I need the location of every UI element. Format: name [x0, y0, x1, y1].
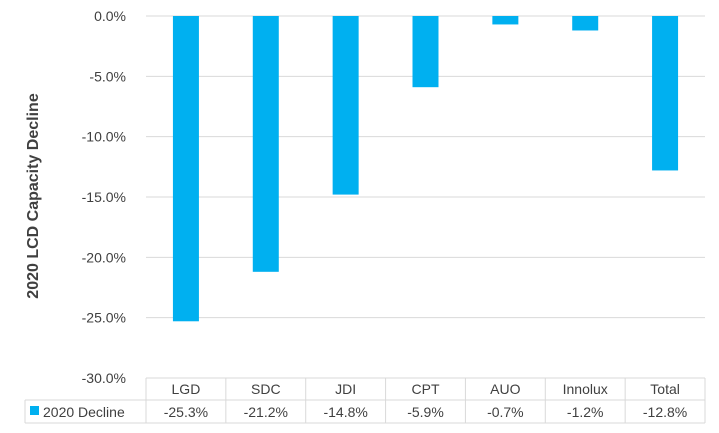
- y-tick-label: -30.0%: [82, 370, 126, 386]
- y-tick-label: -20.0%: [82, 249, 126, 265]
- y-tick-label: -25.0%: [82, 310, 126, 326]
- bar-series: [172, 16, 679, 322]
- category-label: LGD: [172, 381, 201, 397]
- data-label: -1.2%: [567, 404, 604, 420]
- y-tick-labels: 0.0% -5.0% -10.0% -15.0% -20.0% -25.0% -30.0%: [82, 8, 126, 386]
- data-label: -12.8%: [643, 404, 687, 420]
- bar: [332, 16, 359, 195]
- data-label: -0.7%: [487, 404, 524, 420]
- legend-key: [30, 406, 39, 415]
- bar: [412, 16, 439, 88]
- y-tick-label: 0.0%: [94, 8, 126, 24]
- category-label: CPT: [412, 381, 440, 397]
- bar: [252, 16, 279, 272]
- category-label: Total: [650, 381, 680, 397]
- bar: [572, 16, 599, 31]
- category-label: SDC: [251, 381, 281, 397]
- bar: [492, 16, 519, 25]
- bar: [172, 16, 199, 322]
- bar: [652, 16, 679, 171]
- y-tick-label: -10.0%: [82, 129, 126, 145]
- y-axis-label: 2020 LCD Capacity Decline: [25, 93, 42, 299]
- gridlines: [146, 15, 705, 319]
- data-label: -5.9%: [407, 404, 444, 420]
- data-label: -21.2%: [244, 404, 288, 420]
- data-label: -25.3%: [164, 404, 208, 420]
- category-label: JDI: [335, 381, 356, 397]
- category-label: Innolux: [563, 381, 608, 397]
- data-label: -14.8%: [323, 404, 367, 420]
- data-table: LGD -25.3% SDC -21.2% JDI -14.8% CPT -5.9% AUO -0…: [24, 377, 706, 424]
- category-label: AUO: [490, 381, 520, 397]
- legend-label: 2020 Decline: [43, 404, 125, 420]
- y-tick-label: -5.0%: [89, 68, 126, 84]
- y-tick-label: -15.0%: [82, 189, 126, 205]
